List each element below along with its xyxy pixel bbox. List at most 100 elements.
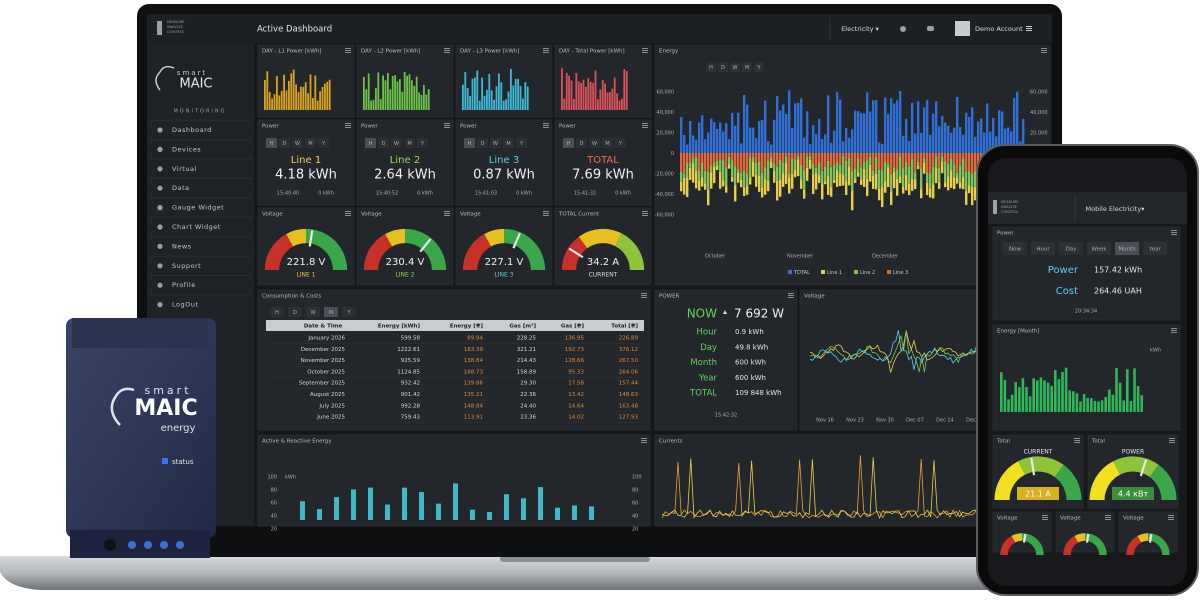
tab[interactable] bbox=[288, 307, 302, 317]
tab[interactable] bbox=[324, 307, 338, 317]
energy-bar bbox=[752, 162, 755, 177]
gauge-arc bbox=[1089, 461, 1121, 501]
energy-bar bbox=[962, 134, 965, 153]
sidebar-item[interactable]: Devices bbox=[172, 145, 201, 153]
tab[interactable] bbox=[754, 62, 764, 72]
tab[interactable] bbox=[1115, 242, 1139, 255]
tab[interactable] bbox=[342, 307, 356, 317]
tab[interactable] bbox=[417, 138, 428, 148]
energy-bar bbox=[794, 103, 797, 153]
energy-bar bbox=[854, 110, 857, 153]
energy-bar bbox=[884, 153, 887, 162]
energy-bar bbox=[830, 187, 833, 197]
tab[interactable] bbox=[305, 138, 316, 148]
energy-bar bbox=[749, 157, 752, 178]
tab[interactable] bbox=[730, 62, 740, 72]
sidebar-item[interactable]: Chart Widget bbox=[172, 223, 221, 231]
mini-bar bbox=[408, 74, 411, 110]
table-cell: 1124.85 bbox=[397, 369, 420, 375]
chat-icon[interactable] bbox=[927, 26, 934, 31]
tab[interactable] bbox=[706, 62, 716, 72]
terminal bbox=[176, 541, 184, 549]
tab[interactable] bbox=[589, 138, 600, 148]
menu-dropdown[interactable]: Electricity ▾ bbox=[841, 25, 879, 33]
tab[interactable] bbox=[503, 138, 514, 148]
tab[interactable] bbox=[563, 138, 574, 148]
tab[interactable] bbox=[1003, 242, 1027, 255]
tab[interactable] bbox=[464, 138, 475, 148]
sidebar-item[interactable]: Profile bbox=[172, 281, 196, 289]
energy-bar bbox=[713, 121, 716, 153]
settings-icon[interactable] bbox=[900, 26, 906, 32]
energy-bar bbox=[689, 167, 692, 180]
energy-bar bbox=[848, 158, 851, 167]
menu-dropdown[interactable]: Mobile Electricity▾ bbox=[1086, 205, 1146, 213]
tab[interactable] bbox=[576, 138, 587, 148]
tab[interactable] bbox=[742, 62, 752, 72]
sidebar-item[interactable]: Support bbox=[172, 262, 201, 270]
mini-bar bbox=[462, 84, 464, 110]
tab[interactable] bbox=[306, 307, 320, 317]
laptop-base bbox=[0, 556, 1100, 590]
sidebar-item[interactable]: News bbox=[172, 242, 192, 250]
energy-bar bbox=[818, 162, 821, 175]
tab[interactable] bbox=[1031, 242, 1055, 255]
gauge-arc bbox=[1113, 456, 1159, 478]
energy-bar bbox=[848, 137, 851, 153]
tab[interactable] bbox=[270, 307, 284, 317]
gauge-needle bbox=[1139, 459, 1148, 477]
energy-bar bbox=[956, 172, 959, 178]
tab[interactable] bbox=[404, 138, 415, 148]
tab[interactable] bbox=[1143, 242, 1167, 255]
energy-bar bbox=[872, 100, 875, 153]
tab-label: D bbox=[481, 141, 485, 147]
tab[interactable] bbox=[266, 138, 277, 148]
tab[interactable] bbox=[516, 138, 527, 148]
tab[interactable] bbox=[490, 138, 501, 148]
energy-bar bbox=[935, 101, 938, 153]
sidebar-item[interactable]: Data bbox=[172, 184, 190, 192]
tab[interactable] bbox=[365, 138, 376, 148]
energy-bar bbox=[731, 160, 734, 177]
logo-cloud bbox=[155, 65, 175, 91]
tab[interactable] bbox=[602, 138, 613, 148]
mini-bar bbox=[478, 100, 481, 110]
tab[interactable] bbox=[477, 138, 488, 148]
table-cell: 14.64 bbox=[568, 403, 584, 409]
device-body bbox=[66, 318, 216, 538]
tab-label: Month bbox=[1118, 247, 1136, 253]
tab[interactable] bbox=[1059, 242, 1083, 255]
energy-bar bbox=[1104, 397, 1107, 412]
tab[interactable] bbox=[292, 138, 303, 148]
tab[interactable] bbox=[378, 138, 389, 148]
account-name[interactable]: Demo Account bbox=[975, 25, 1023, 33]
y-tick-label: -40,000 bbox=[655, 192, 674, 198]
tab[interactable] bbox=[279, 138, 290, 148]
energy-bar bbox=[782, 104, 785, 153]
tab[interactable] bbox=[391, 138, 402, 148]
mini-bar bbox=[471, 78, 474, 110]
menu-icon bbox=[543, 211, 549, 212]
sidebar-item[interactable]: Dashboard bbox=[172, 126, 212, 134]
sidebar-item[interactable]: Gauge Widget bbox=[172, 204, 224, 212]
tab[interactable] bbox=[615, 138, 626, 148]
tab[interactable] bbox=[318, 138, 329, 148]
device-top bbox=[72, 318, 208, 348]
sidebar-item[interactable]: LogOut bbox=[172, 301, 198, 309]
tab[interactable] bbox=[718, 62, 728, 72]
energy-bar bbox=[941, 153, 944, 157]
y-tick-label: 60,000 bbox=[1030, 90, 1048, 96]
tab[interactable] bbox=[1087, 242, 1111, 255]
energy-bar bbox=[812, 174, 815, 194]
mini-bar bbox=[389, 89, 392, 110]
energy-bar bbox=[692, 157, 695, 164]
energy-bar bbox=[740, 179, 743, 188]
mini-bar bbox=[490, 90, 493, 110]
sidebar-item[interactable]: Virtual bbox=[172, 165, 197, 173]
energy-bar bbox=[1021, 378, 1025, 412]
menu-icon bbox=[543, 52, 549, 53]
menu-icon bbox=[1171, 332, 1177, 333]
energy-bar bbox=[929, 134, 932, 153]
now-value: 7 692 W bbox=[734, 307, 784, 321]
panel-title: Power bbox=[460, 124, 477, 130]
